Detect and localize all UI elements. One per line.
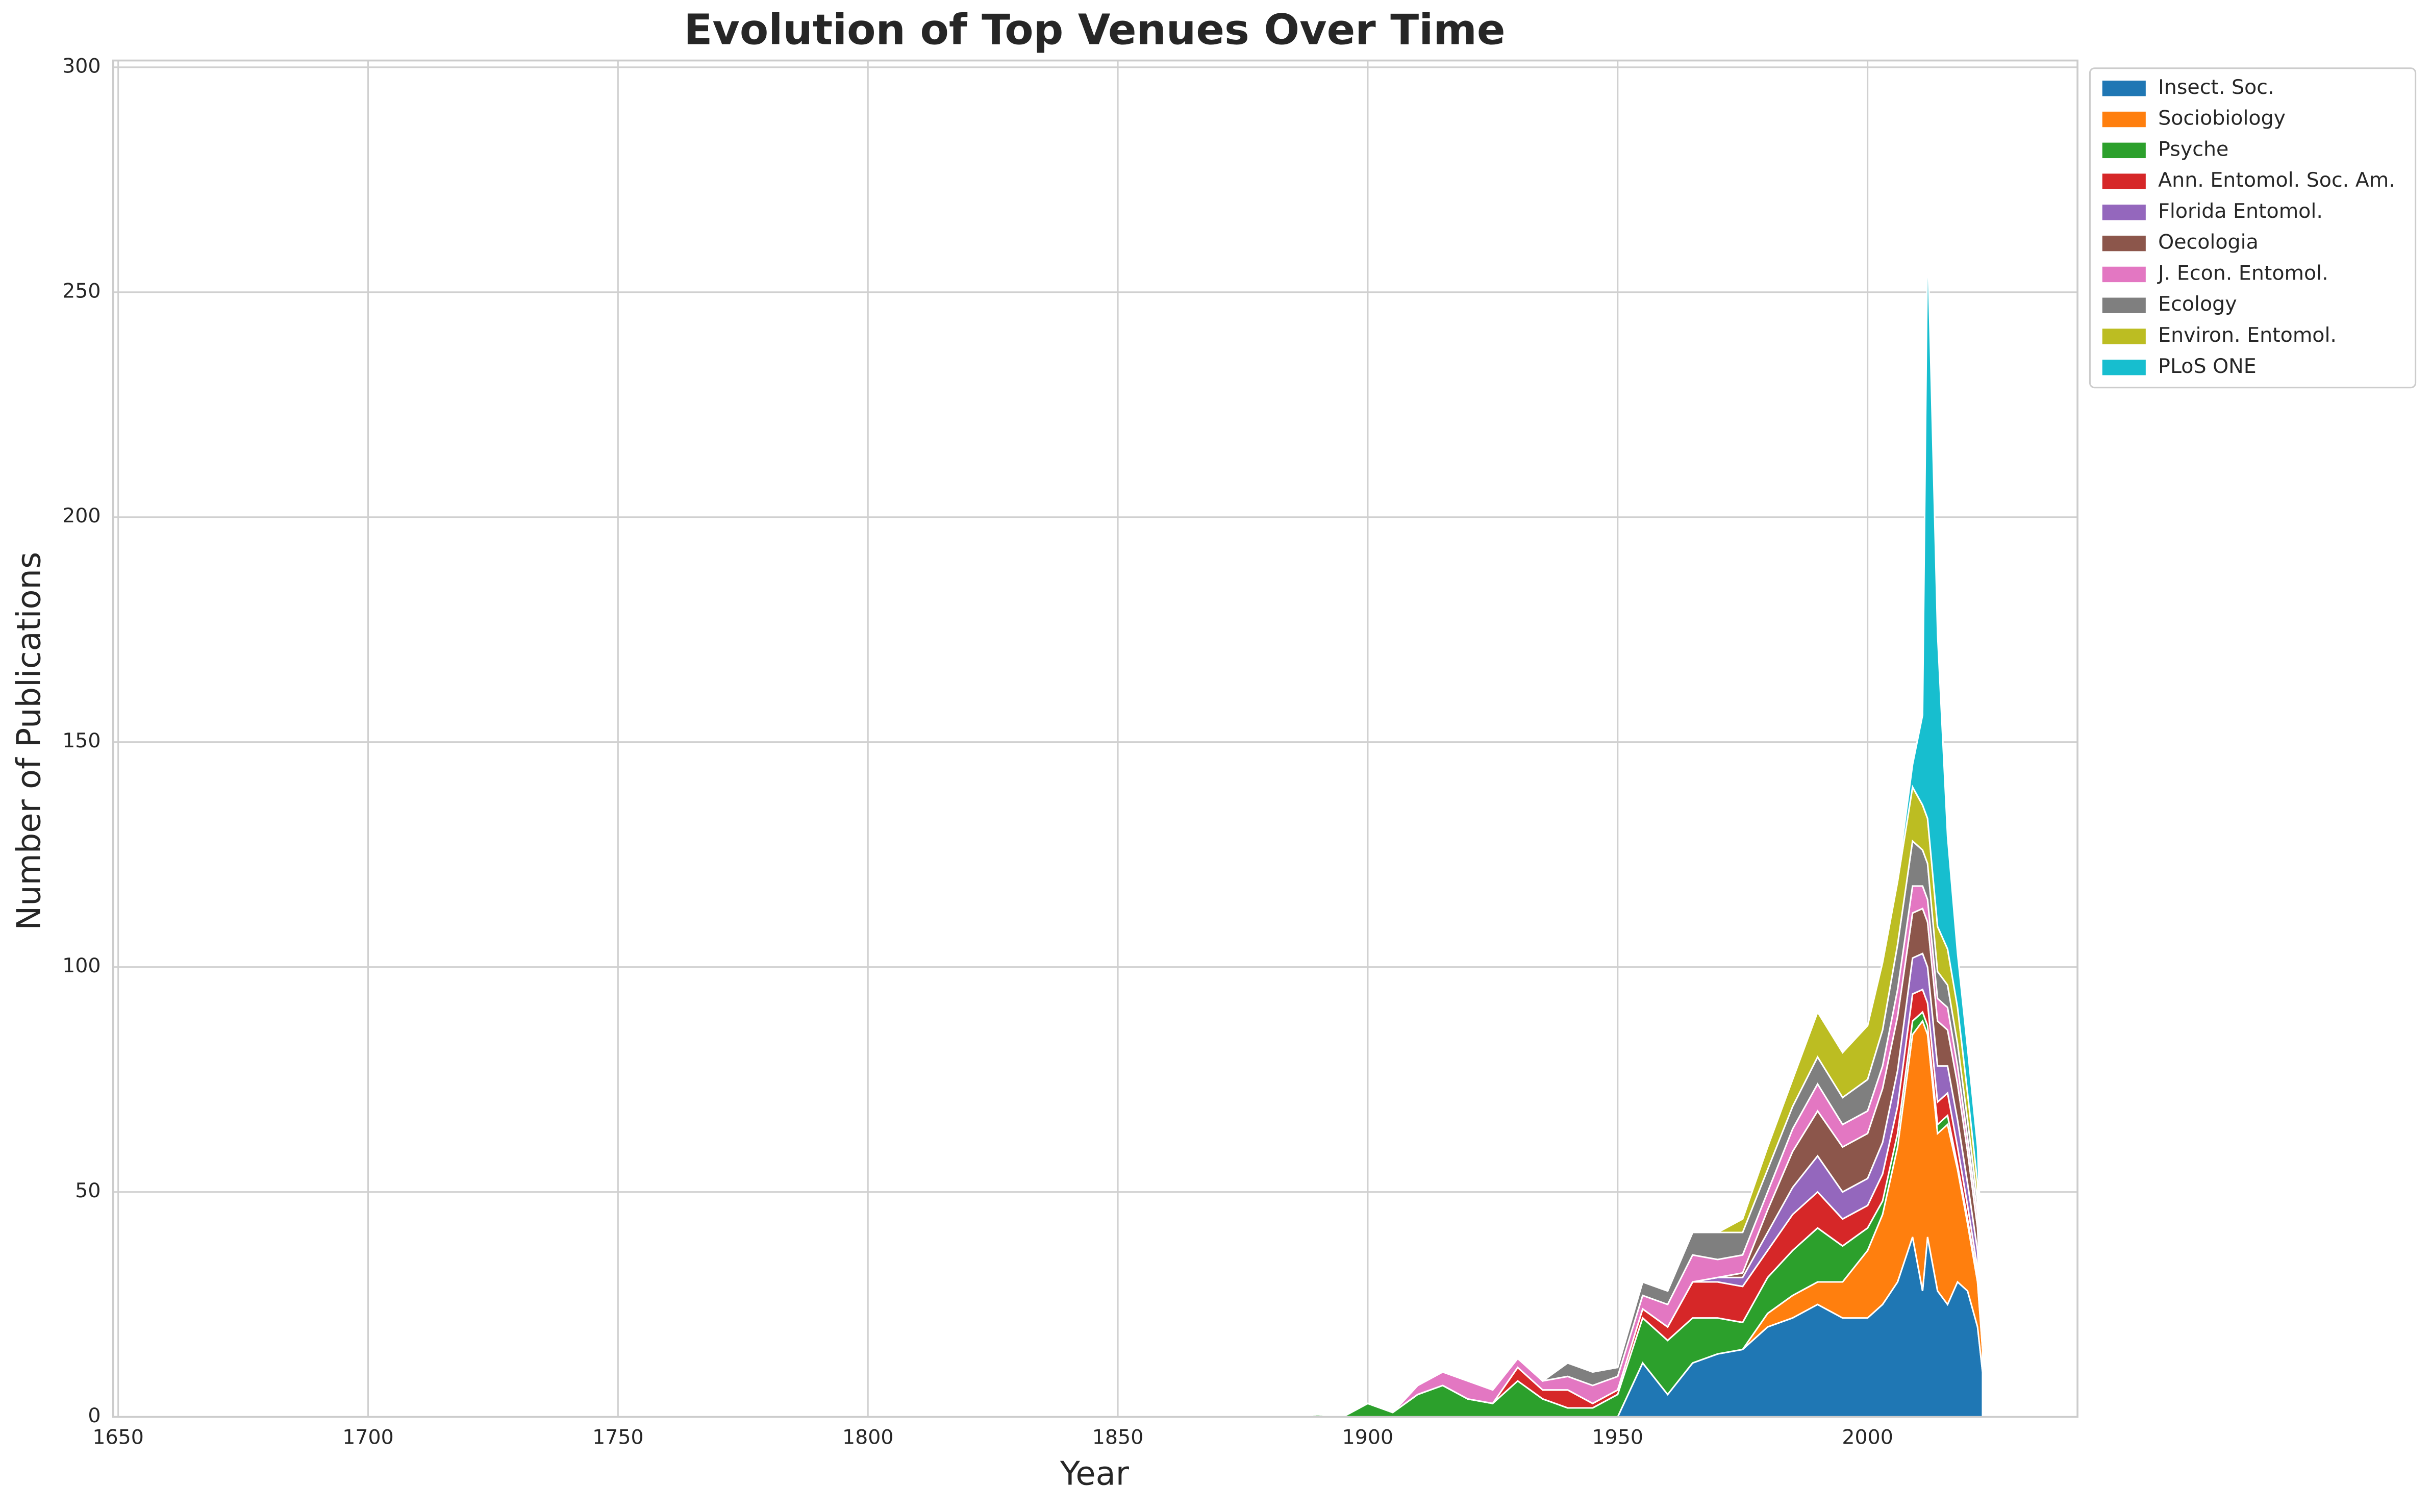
legend-swatch xyxy=(2102,360,2146,375)
legend-swatch xyxy=(2102,173,2146,189)
legend-label: J. Econ. Entomol. xyxy=(2157,261,2328,285)
legend-swatch xyxy=(2102,266,2146,283)
x-tick-label: 1800 xyxy=(842,1426,894,1449)
plot-frame xyxy=(112,59,2078,1418)
area xyxy=(1267,234,1984,1418)
y-tick-label: 250 xyxy=(62,279,101,303)
x-tick-label: 1900 xyxy=(1342,1426,1394,1449)
legend-swatch xyxy=(2102,235,2146,251)
legend-label: PLoS ONE xyxy=(2158,355,2257,378)
axes: 0 50 100 150 200 250 300 1650 1700 1750 1800 1850 19… xyxy=(62,54,2078,1449)
legend-label: Ecology xyxy=(2158,292,2237,316)
y-tick-label: 0 xyxy=(88,1404,101,1427)
x-axis-label: Year xyxy=(1060,1455,1130,1493)
y-tick-label: 150 xyxy=(62,729,101,752)
legend-label: Insect. Soc. xyxy=(2158,75,2274,99)
y-tick-label: 200 xyxy=(62,504,101,527)
legend-swatch xyxy=(2102,329,2146,344)
x-tick-label: 1700 xyxy=(342,1426,394,1449)
legend-swatch xyxy=(2102,297,2146,313)
legend: Insect. Soc. Sociobiology Psyche Ann. Entom… xyxy=(2089,67,2417,389)
x-tick-label: 1750 xyxy=(592,1426,644,1449)
y-tick-label: 50 xyxy=(75,1179,101,1202)
legend-label: Ann. Entomol. Soc. Am. xyxy=(2158,168,2395,192)
legend-label: Florida Entomol. xyxy=(2158,199,2323,223)
x-tick-label: 1650 xyxy=(92,1426,144,1449)
y-tick-label: 100 xyxy=(62,954,101,977)
x-tick-label: 1850 xyxy=(1092,1426,1144,1449)
legend-label: Oecologia xyxy=(2158,231,2259,254)
grid xyxy=(113,60,2078,1418)
legend-swatch xyxy=(2102,111,2146,128)
x-tick-label: 1950 xyxy=(1592,1426,1644,1449)
legend-swatch xyxy=(2102,81,2146,96)
y-axis-label: Number of Publications xyxy=(10,552,48,930)
legend-label: Environ. Entomol. xyxy=(2158,323,2337,347)
legend-frame xyxy=(2089,67,2417,389)
y-tick-label: 300 xyxy=(62,54,101,78)
legend-swatch xyxy=(2102,142,2146,159)
legend-label: Psyche xyxy=(2158,137,2228,161)
legend-swatch xyxy=(2102,205,2146,220)
x-tick-label: 2000 xyxy=(1842,1426,1893,1449)
chart-title: Evolution of Top Venues Over Time xyxy=(684,6,1505,54)
legend-label: Sociobiology xyxy=(2158,107,2286,130)
